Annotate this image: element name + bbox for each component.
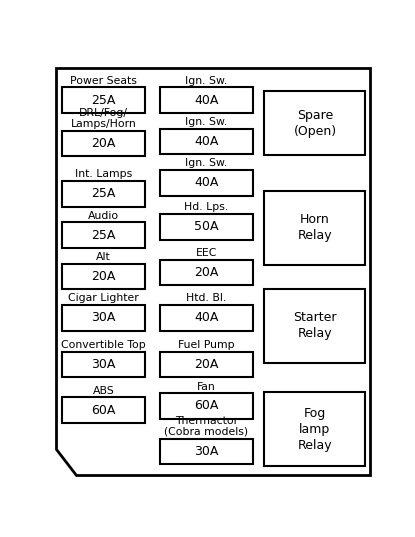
Text: DRL/Fog/
Lamps/Horn: DRL/Fog/ Lamps/Horn: [71, 108, 136, 129]
Text: 25A: 25A: [91, 229, 115, 242]
Bar: [61, 352, 145, 378]
Text: 25A: 25A: [91, 187, 115, 200]
Text: Audio: Audio: [88, 211, 119, 221]
Bar: [61, 397, 145, 423]
Text: Cigar Lighter: Cigar Lighter: [68, 293, 139, 303]
Bar: [160, 87, 253, 113]
Bar: [160, 128, 253, 154]
Text: Fog
lamp
Relay: Fog lamp Relay: [298, 407, 332, 452]
Polygon shape: [56, 68, 370, 475]
Bar: [264, 288, 366, 363]
Bar: [160, 305, 253, 331]
Text: 60A: 60A: [91, 404, 115, 417]
Text: 30A: 30A: [91, 311, 115, 324]
Bar: [61, 181, 145, 207]
Text: 40A: 40A: [194, 135, 218, 148]
Text: 40A: 40A: [194, 311, 218, 324]
Text: 20A: 20A: [194, 266, 218, 279]
Text: Ign. Sw.: Ign. Sw.: [185, 158, 227, 168]
Text: 50A: 50A: [194, 221, 219, 234]
Text: Alt: Alt: [96, 252, 111, 262]
Text: 25A: 25A: [91, 93, 115, 106]
Text: Ign. Sw.: Ign. Sw.: [185, 76, 227, 85]
Bar: [264, 191, 366, 265]
Text: Hd. Lps.: Hd. Lps.: [184, 202, 228, 213]
Text: EEC: EEC: [195, 248, 217, 258]
Text: Horn
Relay: Horn Relay: [298, 213, 332, 242]
Text: ABS: ABS: [93, 386, 114, 396]
Bar: [160, 393, 253, 419]
Text: 20A: 20A: [91, 270, 115, 283]
Text: 40A: 40A: [194, 176, 218, 189]
Text: 60A: 60A: [194, 400, 218, 412]
Text: Htd. Bl.: Htd. Bl.: [186, 293, 226, 303]
Text: 20A: 20A: [91, 137, 115, 150]
Bar: [61, 222, 145, 248]
Bar: [160, 259, 253, 285]
Text: 40A: 40A: [194, 93, 218, 106]
Bar: [61, 264, 145, 289]
Text: Fuel Pump: Fuel Pump: [178, 340, 234, 350]
Text: 30A: 30A: [194, 445, 218, 458]
Text: 30A: 30A: [91, 358, 115, 371]
Text: Spare
(Open): Spare (Open): [293, 108, 337, 137]
Bar: [160, 170, 253, 195]
Bar: [61, 130, 145, 156]
Text: Convertible Top: Convertible Top: [61, 340, 146, 350]
Text: 20A: 20A: [194, 358, 218, 371]
Text: Power Seats: Power Seats: [70, 76, 137, 85]
Text: Ign. Sw.: Ign. Sw.: [185, 117, 227, 127]
Bar: [61, 87, 145, 113]
Bar: [160, 352, 253, 378]
Bar: [160, 214, 253, 240]
Text: Int. Lamps: Int. Lamps: [75, 169, 132, 179]
Bar: [264, 91, 366, 155]
Bar: [264, 392, 366, 466]
Text: Fan: Fan: [197, 381, 216, 391]
Text: Starter
Relay: Starter Relay: [293, 311, 337, 340]
Bar: [160, 439, 253, 465]
Bar: [61, 305, 145, 331]
Text: Thermactor
(Cobra models): Thermactor (Cobra models): [164, 416, 248, 437]
